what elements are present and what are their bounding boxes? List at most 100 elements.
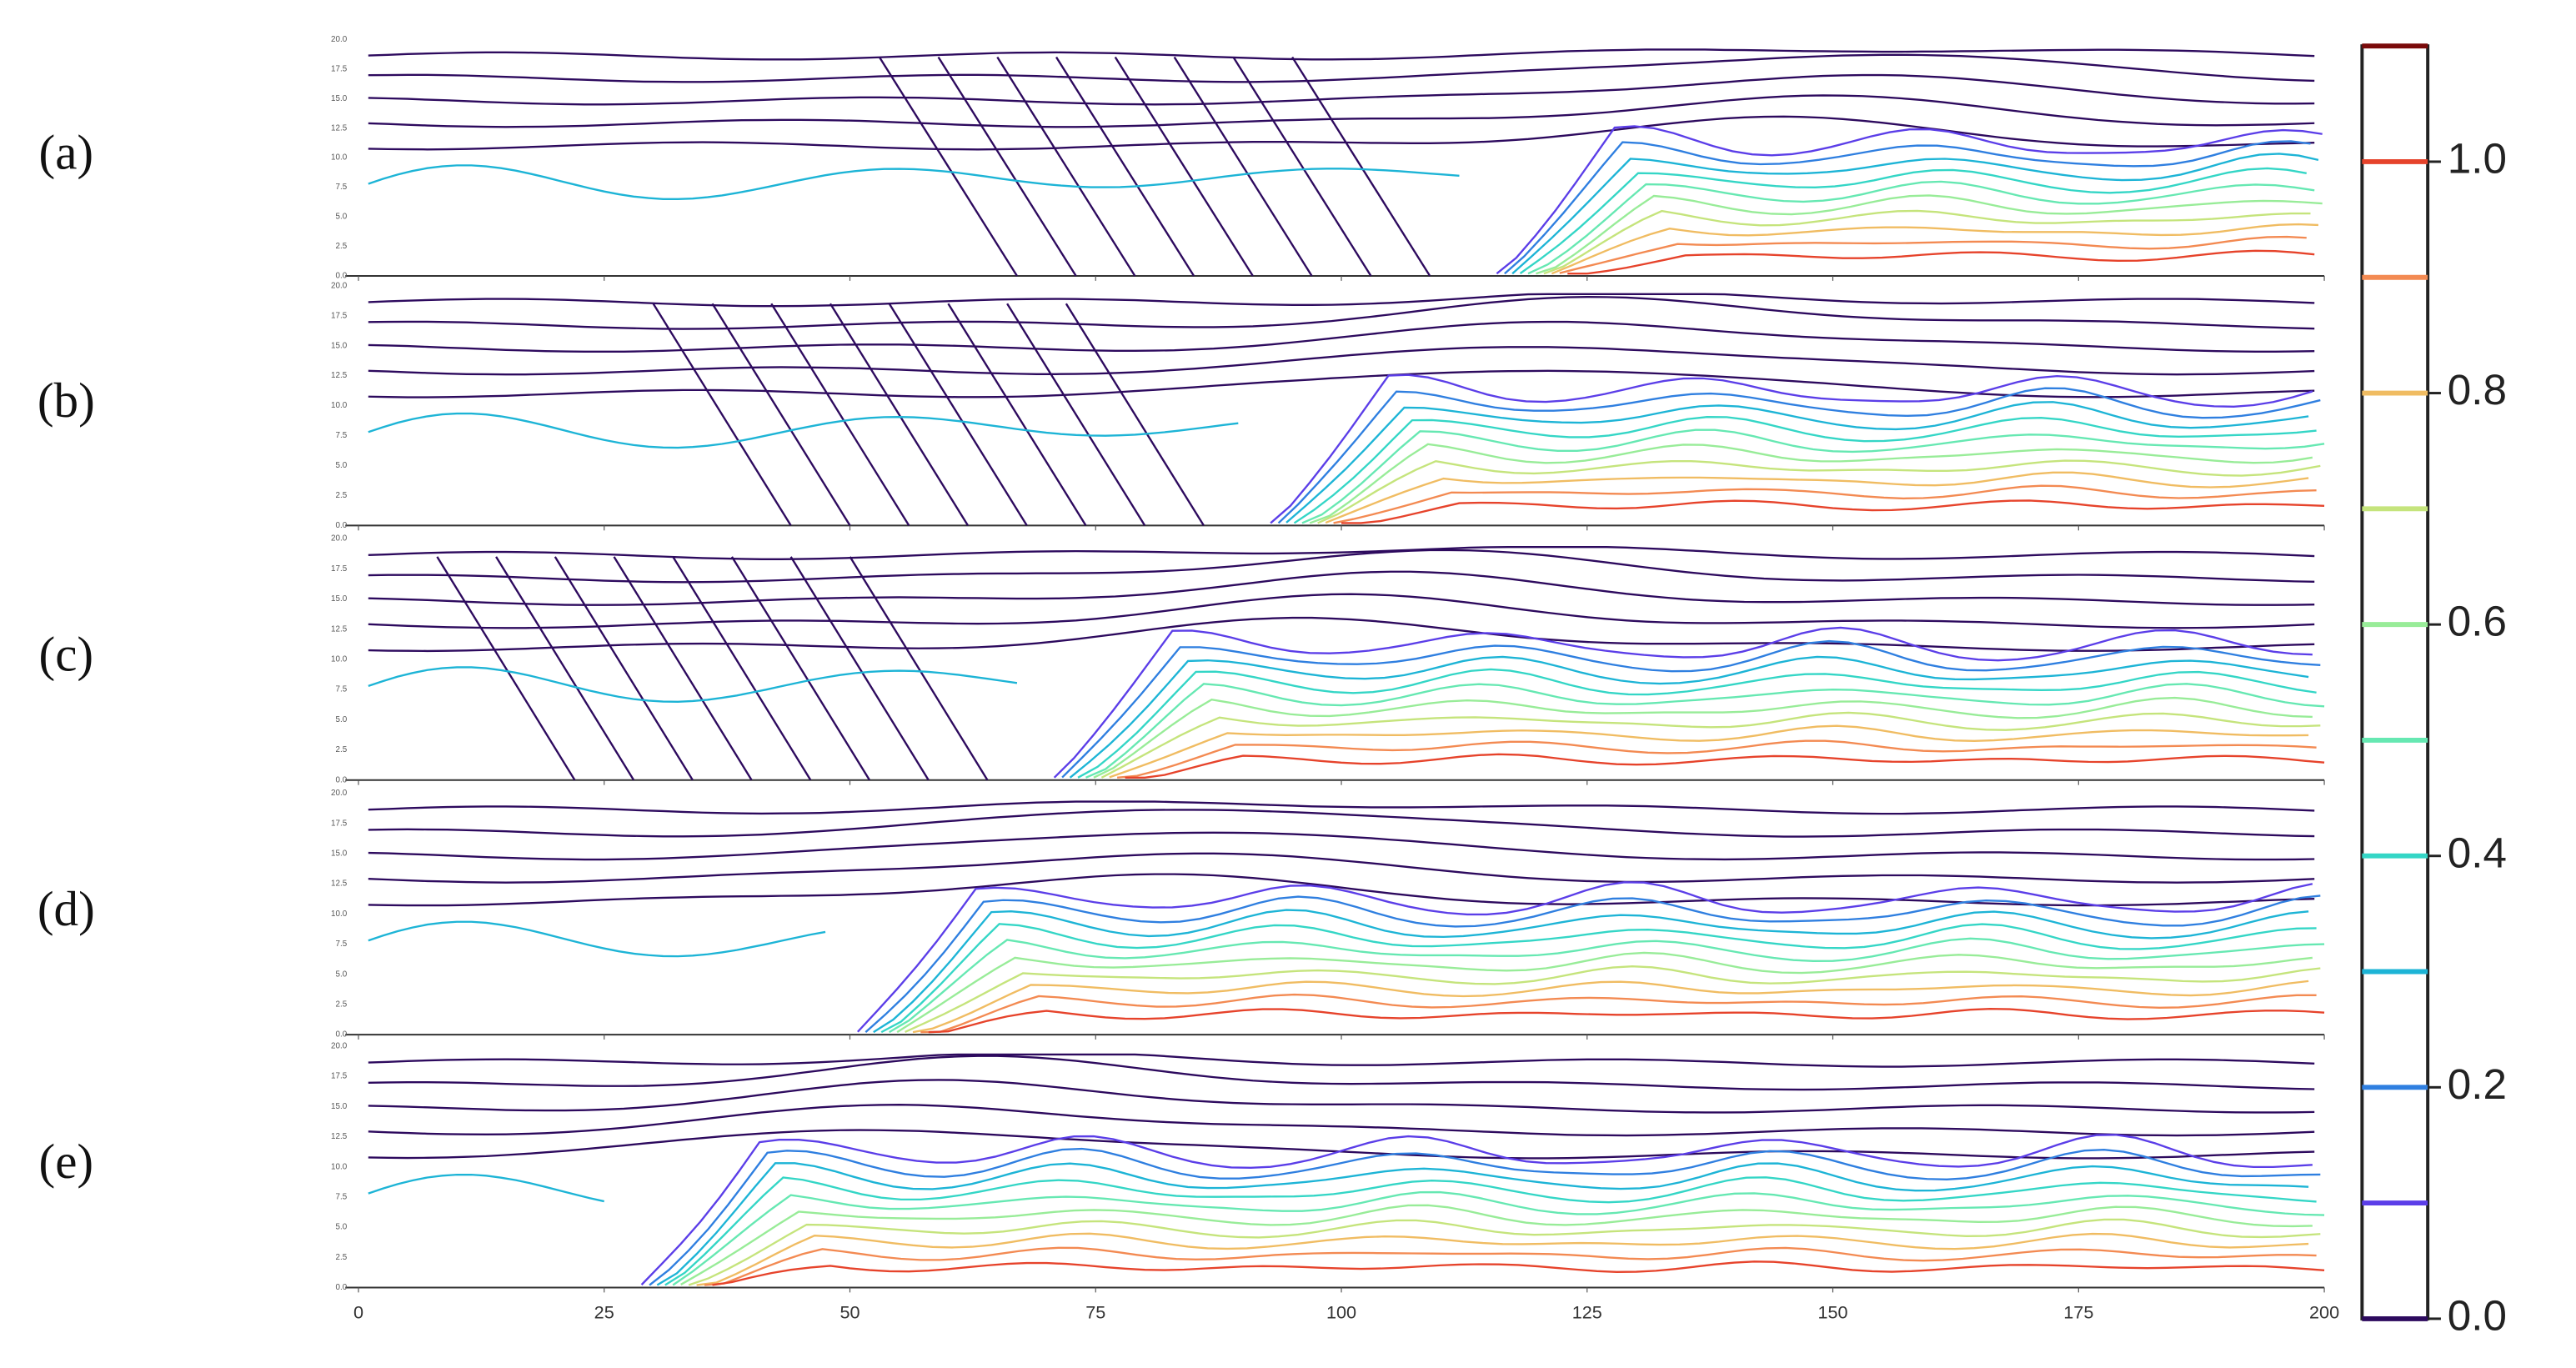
contour-line	[368, 593, 2315, 629]
y-tick-label: 2.5	[336, 242, 348, 251]
contour-line	[368, 346, 2315, 376]
contour-line	[368, 1053, 2315, 1068]
contour-line	[1117, 739, 2317, 779]
contour-line	[873, 909, 2309, 1034]
contour-line	[937, 56, 1077, 277]
contour-line	[1567, 249, 2315, 275]
y-tick-label: 17.5	[331, 64, 348, 73]
panel-label: (d)	[38, 881, 95, 936]
y-tick-label: 12.5	[331, 1132, 348, 1141]
y-tick-label: 17.5	[331, 819, 348, 828]
contour-line	[368, 1079, 2315, 1114]
x-tick-label: 200	[2309, 1302, 2339, 1323]
contour-line	[649, 1147, 2321, 1286]
contour-line	[1511, 153, 2319, 275]
contour-line	[368, 920, 826, 958]
contour-line	[368, 616, 2315, 653]
contour-line	[996, 56, 1136, 277]
contour-line	[1504, 140, 2311, 275]
x-tick-label: 50	[839, 1302, 860, 1323]
y-tick-label: 5.0	[336, 715, 348, 724]
y-tick-label: 2.5	[336, 1253, 348, 1262]
colorbar-tick-label: 0.4	[2448, 829, 2507, 876]
contour-line	[368, 320, 2315, 353]
y-tick-label: 0.0	[336, 1283, 348, 1292]
y-tick-label: 10.0	[331, 153, 348, 163]
contour-line	[1551, 223, 2319, 275]
contour-line	[928, 1007, 2325, 1034]
contour-line	[889, 937, 2325, 1034]
contour-line	[640, 1134, 2313, 1285]
contour-line	[829, 303, 970, 527]
x-tick-label: 175	[2063, 1302, 2093, 1323]
contour-line	[368, 873, 2315, 907]
y-tick-label: 20.0	[331, 35, 348, 44]
contour-line	[368, 48, 2315, 61]
contour-line	[368, 831, 2315, 861]
contour-line	[711, 303, 851, 527]
y-tick-label: 20.0	[331, 534, 348, 544]
contour-line	[1006, 303, 1146, 527]
y-tick-label: 0.0	[336, 521, 348, 530]
contour-line	[656, 1162, 2309, 1286]
contour-line	[1559, 235, 2307, 274]
x-tick-label: 25	[594, 1302, 614, 1323]
colorbar-tick-label: 0.8	[2448, 366, 2507, 413]
y-tick-label: 17.5	[331, 564, 348, 574]
panel-label: (c)	[39, 627, 94, 682]
y-tick-label: 7.5	[336, 685, 348, 694]
contour-line	[1277, 387, 2321, 524]
contour-line	[368, 1055, 2315, 1091]
y-tick-label: 2.5	[336, 1000, 348, 1009]
contour-line	[368, 295, 2315, 330]
contour-line	[1543, 209, 2311, 275]
y-tick-label: 7.5	[336, 1192, 348, 1201]
y-tick-label: 2.5	[336, 491, 348, 500]
contour-line	[878, 56, 1018, 277]
contour-line	[368, 1173, 604, 1203]
contour-line	[368, 73, 2315, 106]
contour-line	[1125, 753, 2325, 779]
contour-line	[730, 556, 871, 781]
colorbar-frame	[2360, 44, 2430, 1320]
contour-line	[1270, 373, 2313, 524]
contour-line	[368, 666, 1018, 703]
y-tick-label: 10.0	[331, 1162, 348, 1171]
contour-line	[495, 556, 635, 781]
panel-label: (b)	[38, 373, 95, 428]
contour-line	[1114, 56, 1254, 277]
contour-line	[1301, 428, 2325, 524]
y-tick-label: 15.0	[331, 849, 348, 858]
contour-line	[672, 556, 812, 781]
contour-line	[1069, 655, 2309, 779]
y-tick-label: 12.5	[331, 879, 348, 889]
colorbar-tick-label: 1.0	[2448, 134, 2507, 182]
contour-line	[368, 800, 2315, 815]
y-tick-label: 17.5	[331, 1072, 348, 1081]
contour-line	[368, 809, 2315, 838]
contour-line	[1109, 724, 2309, 779]
contour-line	[905, 965, 2321, 1034]
contour-line	[368, 549, 2315, 584]
contour-line	[865, 894, 2321, 1034]
contour-line	[1093, 696, 2313, 779]
colorbar-tick-label: 0.6	[2448, 598, 2507, 645]
y-tick-label: 7.5	[336, 431, 348, 440]
contour-line	[436, 556, 576, 781]
contour-line	[368, 164, 1460, 200]
y-tick-label: 5.0	[336, 1223, 348, 1232]
contour-line	[368, 852, 2315, 884]
contour-line	[712, 1260, 2325, 1286]
y-tick-label: 15.0	[331, 94, 348, 103]
contour-line	[1496, 125, 2323, 275]
colorbar-tick-label: 0.2	[2448, 1060, 2507, 1108]
contour-line	[664, 1176, 2317, 1286]
contour-line	[1333, 484, 2317, 524]
contour-line	[1285, 401, 2309, 524]
x-tick-label: 150	[1817, 1302, 1847, 1323]
contour-line	[1100, 711, 2321, 779]
contour-line	[368, 570, 2315, 606]
contour-line	[368, 53, 2315, 83]
contour-line	[1536, 194, 2323, 275]
